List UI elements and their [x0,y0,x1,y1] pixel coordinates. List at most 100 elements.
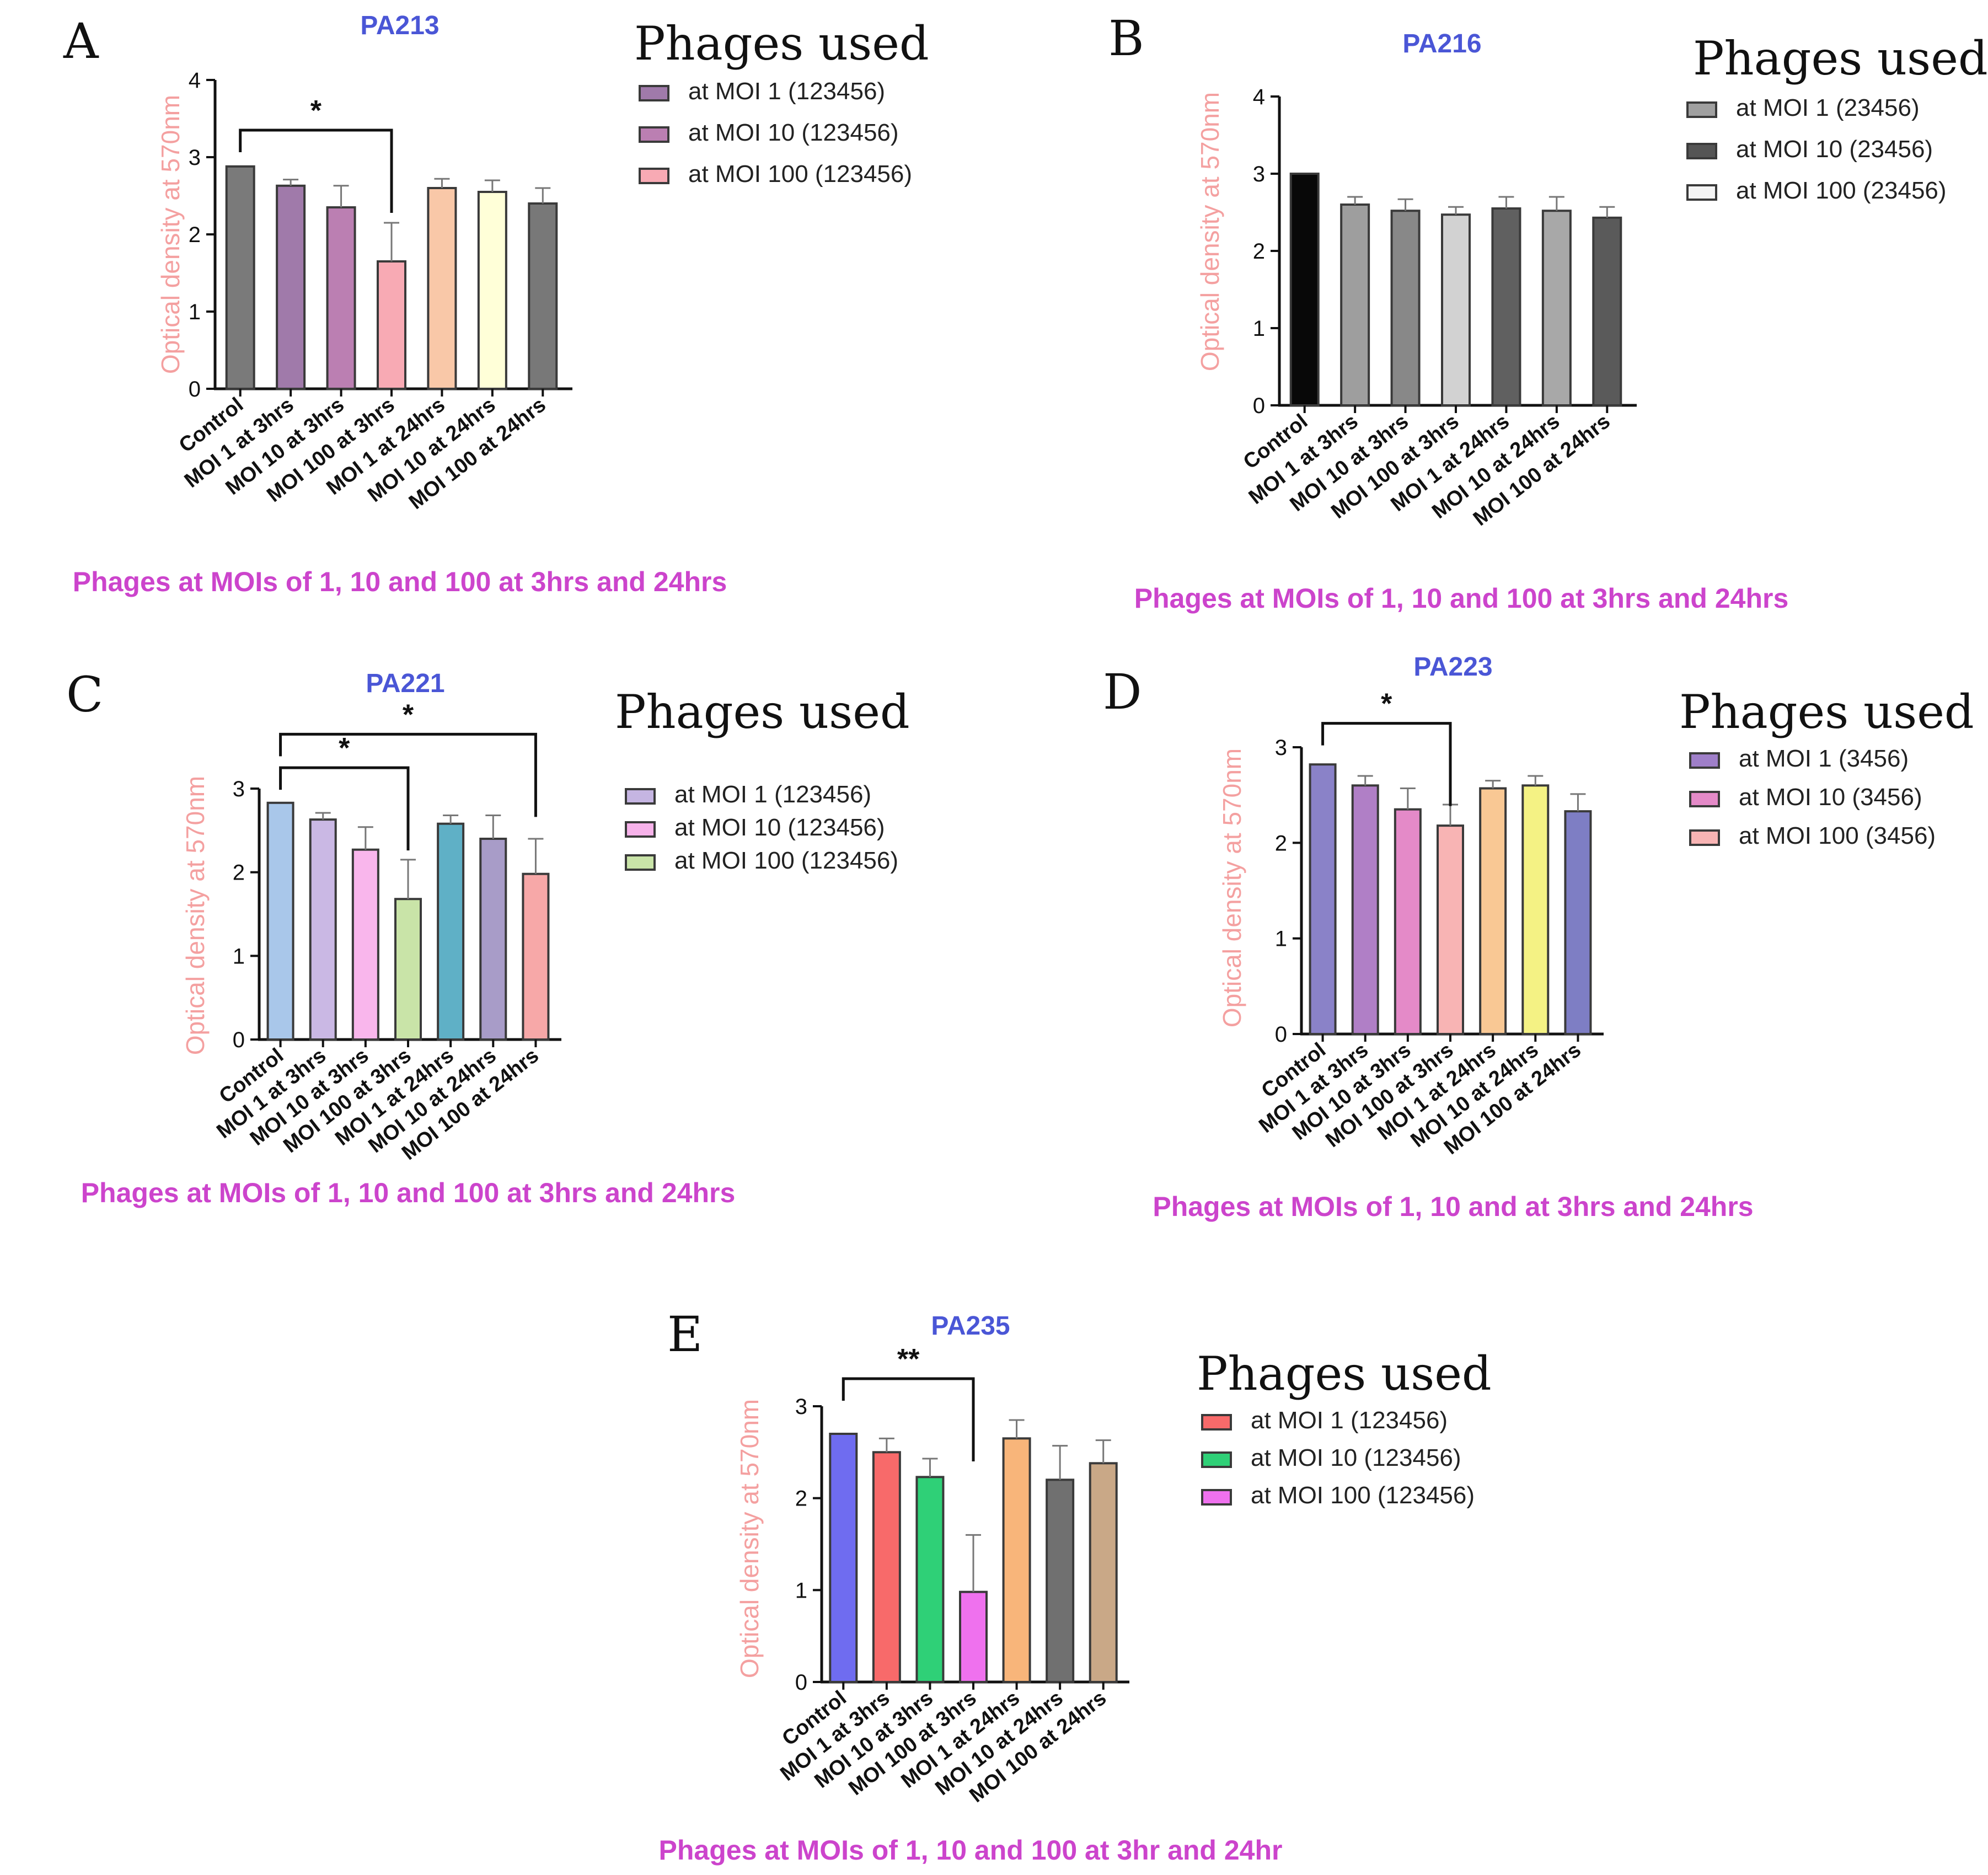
legend-title-b: Phages used [1693,31,1988,85]
significance-bracket-a-0 [239,128,393,213]
y-tick-label-b-1: 1 [1253,317,1265,341]
y-tick-label-a-2: 2 [189,223,201,247]
bar-c-6 [522,872,550,1041]
y-tick-label-d-2: 2 [1275,831,1287,855]
y-axis-label-e: Optical density at 570nm [735,1399,764,1678]
legend-swatch-c-2 [625,854,656,871]
significance-label-a-0: * [310,95,322,127]
legend-swatch-a-2 [639,168,669,184]
legend-label-e-0: at MOI 1 (123456) [1251,1407,1448,1434]
bar-c-5 [479,838,507,1041]
y-tick-label-d-3: 3 [1275,736,1287,760]
bar-a-2 [326,206,356,390]
bar-e-3 [959,1590,988,1684]
legend-label-c-0: at MOI 1 (123456) [674,781,871,808]
x-axis-label-e: Phages at MOIs of 1, 10 and 100 at 3hr a… [659,1835,1283,1866]
chart-title-c: PA221 [366,669,444,698]
legend-label-d-0: at MOI 1 (3456) [1739,745,1909,772]
y-axis-label-d: Optical density at 570nm [1218,748,1246,1027]
legend-title-a: Phages used [634,17,929,71]
y-tick-label-e-3: 3 [795,1395,807,1419]
y-tick-label-a-4: 4 [189,68,201,93]
bar-b-5 [1541,210,1572,406]
bar-d-0 [1309,763,1337,1035]
legend-swatch-c-1 [625,821,656,838]
panel-letter-d: D [1103,663,1142,720]
bar-c-4 [437,822,465,1041]
y-tick-label-d-0: 0 [1275,1022,1287,1047]
bar-a-3 [377,260,406,390]
y-tick-label-b-2: 2 [1253,239,1265,264]
y-tick-label-a-1: 1 [189,300,201,324]
legend-title-e: Phages used [1197,1347,1492,1401]
chart-title-e: PA235 [931,1311,1010,1341]
significance-label-d-0: * [1381,688,1392,720]
bar-c-3 [394,898,422,1041]
x-axis-label-d: Phages at MOIs of 1, 10 and at 3hrs and … [1153,1191,1753,1222]
bar-a-5 [477,191,507,390]
bar-e-5 [1046,1478,1075,1683]
legend-swatch-b-1 [1686,143,1717,159]
bar-b-1 [1340,203,1370,406]
significance-label-c-0: * [339,732,350,764]
x-axis-label-b: Phages at MOIs of 1, 10 and 100 at 3hrs … [1134,583,1789,614]
significance-label-e-0: ** [897,1343,920,1375]
significance-label-c-1: * [403,699,414,731]
bar-e-0 [829,1433,858,1683]
legend-swatch-a-1 [639,126,669,143]
legend-label-b-1: at MOI 10 (23456) [1736,136,1933,163]
legend-label-d-1: at MOI 10 (3456) [1739,784,1922,811]
panel-letter-a: A [63,13,99,69]
significance-bracket-d-0 [1321,722,1452,806]
bar-b-3 [1441,213,1471,406]
legend-label-c-1: at MOI 10 (123456) [674,814,885,841]
bar-c-1 [309,818,337,1041]
legend-label-a-2: at MOI 100 (123456) [688,160,912,188]
significance-bracket-c-0 [279,766,410,851]
panel-letter-b: B [1108,10,1144,67]
y-tick-label-c-2: 2 [233,861,245,885]
legend-swatch-d-1 [1689,791,1720,807]
y-tick-label-b-3: 3 [1253,162,1265,186]
bar-e-6 [1089,1462,1118,1683]
bar-b-6 [1592,216,1622,406]
legend-swatch-b-2 [1686,184,1717,201]
y-tick-label-b-0: 0 [1253,394,1265,418]
legend-swatch-e-1 [1201,1451,1232,1468]
x-axis-label-a: Phages at MOIs of 1, 10 and 100 at 3hrs … [73,566,727,597]
legend-label-a-0: at MOI 1 (123456) [688,78,885,105]
bar-b-0 [1289,173,1320,406]
bar-d-5 [1521,784,1550,1036]
chart-title-a: PA213 [360,11,439,40]
panel-letter-e: E [667,1306,703,1363]
bar-a-4 [427,187,457,390]
legend-label-b-2: at MOI 100 (23456) [1736,177,1947,204]
x-axis-label-c: Phages at MOIs of 1, 10 and 100 at 3hrs … [81,1177,736,1208]
bar-e-4 [1002,1437,1031,1683]
legend-swatch-e-2 [1201,1489,1232,1506]
bar-b-4 [1491,207,1521,406]
legend-label-e-2: at MOI 100 (123456) [1251,1482,1475,1509]
y-tick-label-e-1: 1 [795,1578,807,1603]
bar-a-6 [528,202,558,390]
y-tick-label-e-0: 0 [795,1670,807,1695]
legend-swatch-d-2 [1689,829,1720,846]
y-axis-label-b: Optical density at 570nm [1196,92,1224,371]
legend-swatch-e-0 [1201,1414,1232,1431]
y-axis-label-a: Optical density at 570nm [156,95,185,374]
bar-c-2 [351,848,379,1041]
bar-d-4 [1479,787,1507,1035]
legend-label-b-0: at MOI 1 (23456) [1736,94,1920,121]
bar-c-0 [266,801,294,1041]
y-tick-label-c-0: 0 [233,1028,245,1052]
y-tick-label-c-3: 3 [233,777,245,801]
bar-d-3 [1437,824,1464,1035]
bar-a-1 [276,184,306,390]
legend-label-a-1: at MOI 10 (123456) [688,119,899,146]
bar-b-2 [1390,210,1421,406]
bar-e-2 [915,1476,945,1683]
legend-swatch-c-0 [625,788,656,805]
bar-d-2 [1394,808,1422,1035]
y-tick-label-c-1: 1 [233,944,245,968]
